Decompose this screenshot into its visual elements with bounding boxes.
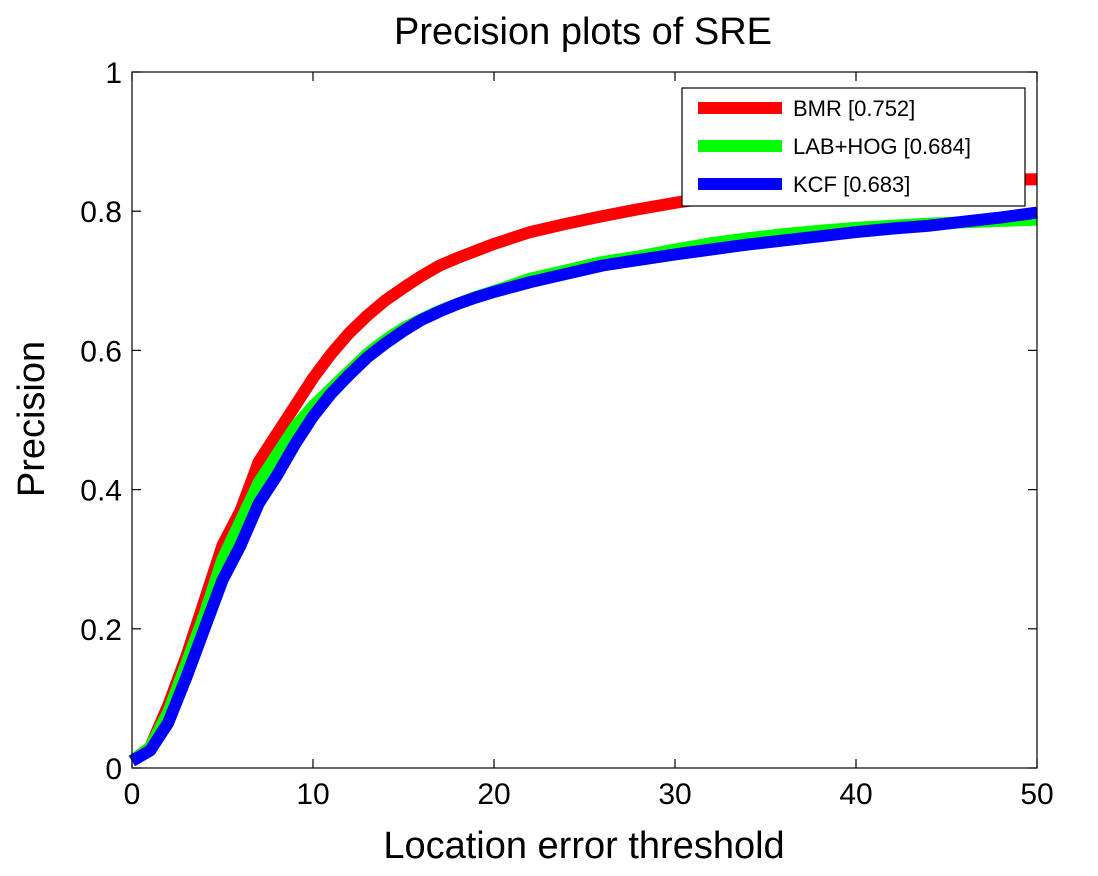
x-tick-label: 30 xyxy=(658,778,691,811)
y-tick-label: 1 xyxy=(105,57,122,90)
y-tick-label: 0.8 xyxy=(80,196,122,229)
legend-label-bmr: BMR [0.752] xyxy=(793,96,915,121)
x-tick-label: 10 xyxy=(296,778,329,811)
x-axis-label: Location error threshold xyxy=(383,825,784,867)
y-axis-label: Precision xyxy=(11,341,53,497)
y-tick-label: 0.6 xyxy=(80,335,122,368)
x-tick-label: 50 xyxy=(1020,778,1053,811)
legend-label-lab-hog: LAB+HOG [0.684] xyxy=(793,134,971,159)
series-line-kcf xyxy=(129,206,1038,767)
legend: BMR [0.752] LAB+HOG [0.684] KCF [0.683] xyxy=(681,87,1026,207)
x-tick-label: 0 xyxy=(124,778,141,811)
y-tick-label: 0.2 xyxy=(80,614,122,647)
chart-title: Precision plots of SRE xyxy=(394,11,772,53)
x-tick-label: 20 xyxy=(477,778,510,811)
legend-label-kcf: KCF [0.683] xyxy=(793,172,910,197)
y-tick-label: 0 xyxy=(105,753,122,786)
y-tick-label: 0.4 xyxy=(80,475,122,508)
x-tick-label: 40 xyxy=(839,778,872,811)
axis-ticks: 0 10 20 30 40 50 0 0.2 0.4 0.6 0.8 1 xyxy=(80,57,1053,811)
plot-frame xyxy=(131,71,1038,769)
